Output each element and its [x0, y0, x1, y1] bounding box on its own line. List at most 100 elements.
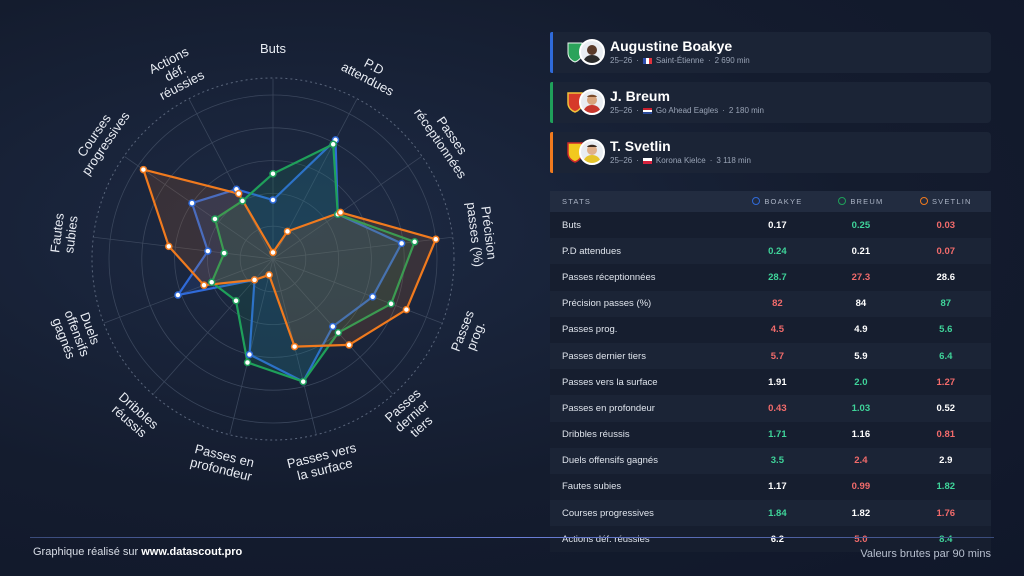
- data-point: [243, 358, 252, 367]
- stat-value: 2.4: [821, 447, 901, 474]
- stat-value: 87: [900, 290, 991, 317]
- data-point: [204, 247, 212, 255]
- stat-value: 0.24: [733, 238, 822, 265]
- stat-label: Passes réceptionnées: [550, 264, 734, 291]
- stat-value: 6.4: [900, 342, 991, 370]
- table-row: Passes prog. 4.5 4.9 5.6: [550, 316, 991, 343]
- player-name: J. Breum: [610, 88, 670, 104]
- data-point: [397, 239, 406, 248]
- radar-spoke: [188, 99, 274, 260]
- player-card-svetlin[interactable]: T. Svetlin 25–26 · Korona Kielce · 3 118 m…: [550, 132, 991, 173]
- stat-value: 4.9: [821, 316, 901, 343]
- netherlands-flag-icon: [642, 107, 652, 114]
- stats-header-boakye: BOAKYE: [733, 191, 822, 212]
- player-meta: 25–26 · Go Ahead Eagles · 2 180 min: [610, 106, 765, 115]
- axis-label-line: subies: [61, 214, 80, 254]
- series-breum-area: [210, 143, 416, 383]
- table-row: Duels offensifs gagnés 3.5 2.4 2.9: [550, 447, 991, 474]
- data-point: [174, 291, 182, 299]
- stat-value: 5.7: [733, 342, 822, 370]
- stat-label: Précision passes (%): [550, 290, 734, 317]
- data-point: [402, 305, 411, 314]
- stat-label: Passes prog.: [550, 316, 734, 343]
- axis-label: Actionsdéf.réussies: [144, 42, 207, 103]
- data-point: [188, 199, 196, 207]
- data-point: [269, 248, 277, 257]
- radar-spoke: [272, 156, 422, 260]
- axis-label: Passesréceptionnées: [411, 98, 482, 182]
- stat-value: 1.17: [733, 473, 822, 501]
- table-row: Dribbles réussis 1.71 1.16 0.81: [550, 421, 991, 448]
- stat-label: Buts: [550, 212, 734, 239]
- data-point: [410, 238, 419, 246]
- radar-spoke: [124, 156, 274, 260]
- axis-label: Dribblesréussis: [107, 389, 162, 443]
- data-point: [387, 300, 395, 308]
- stats-header-row: STATS BOAKYE BREUM SVETLIN: [550, 191, 991, 212]
- footer-site-link[interactable]: www.datascout.pro: [141, 546, 243, 558]
- france-flag-icon: [642, 57, 652, 64]
- stats-header-label: STATS: [550, 191, 734, 212]
- stat-value: 1.82: [821, 500, 901, 527]
- stat-label: Passes en profondeur: [550, 395, 734, 422]
- stat-label: Duels offensifs gagnés: [550, 447, 734, 474]
- stat-value: 1.76: [900, 500, 991, 527]
- axis-label: Passesprog.: [448, 308, 490, 359]
- stat-value: 1.16: [821, 421, 901, 448]
- series-svetlin-area: [142, 168, 437, 348]
- stat-value: 1.84: [733, 500, 822, 527]
- player-meta: 25–26 · Korona Kielce · 3 118 min: [610, 156, 751, 165]
- radar-spoke: [229, 258, 274, 435]
- axis-label: Passes enprofondeur: [189, 441, 258, 484]
- data-point: [265, 271, 273, 279]
- radar-spoke: [104, 258, 274, 324]
- stat-value: 0.17: [733, 212, 822, 239]
- stat-value: 4.5: [733, 316, 822, 343]
- table-row: Courses progressives 1.84 1.82 1.76: [550, 500, 991, 527]
- stat-value: 82: [733, 290, 822, 317]
- circle-icon: [838, 197, 847, 205]
- stat-value: 1.82: [900, 473, 991, 501]
- stat-value: 1.71: [733, 421, 822, 448]
- data-point: [238, 197, 247, 205]
- stat-value: 28.7: [733, 264, 822, 291]
- table-row: Fautes subies 1.17 0.99 1.82: [550, 473, 991, 501]
- data-point: [165, 242, 173, 251]
- stat-value: 5.0: [821, 526, 901, 553]
- stat-label: Actions déf. réussies: [550, 526, 734, 553]
- axis-label: Duelsoffensifsgagnés: [48, 303, 105, 364]
- player-card-breum[interactable]: J. Breum 25–26 · Go Ahead Eagles · 2 180 m…: [550, 82, 991, 123]
- data-point: [232, 296, 240, 305]
- stat-value: 5.6: [900, 316, 991, 343]
- data-point: [368, 293, 377, 301]
- stats-table: STATS BOAKYE BREUM SVETLIN Buts 0.17 0.25 0…: [550, 191, 991, 553]
- player-card-boakye[interactable]: Augustine Boakye 25–26 · Saint-Étienne · 2…: [550, 32, 991, 73]
- axis-label: Passes versla surface: [285, 440, 361, 485]
- data-point: [269, 196, 277, 204]
- table-row: Actions déf. réussies 6.2 5.0 8.4: [550, 526, 991, 553]
- table-row: Passes réceptionnées 28.7 27.3 28.6: [550, 264, 991, 291]
- circle-icon: [752, 197, 761, 205]
- player-name: Augustine Boakye: [610, 38, 733, 54]
- data-point: [345, 341, 353, 349]
- stat-value: 5.9: [821, 342, 901, 370]
- radar-spoke: [93, 236, 274, 260]
- data-point: [200, 281, 208, 289]
- player-avatar: [579, 39, 605, 65]
- poland-flag-icon: [642, 157, 652, 164]
- stat-value: 0.03: [900, 212, 991, 239]
- axis-label: Passesderniertiers: [382, 385, 443, 446]
- data-point: [250, 276, 259, 284]
- player-avatar: [579, 139, 605, 165]
- stat-value: 1.91: [733, 369, 822, 396]
- axis-label-line: Fautes: [47, 212, 67, 254]
- stat-label: Dribbles réussis: [550, 421, 734, 448]
- stat-value: 0.25: [821, 212, 901, 239]
- table-row: Passes dernier tiers 5.7 5.9 6.4: [550, 342, 991, 370]
- data-point: [329, 322, 337, 331]
- axis-label: Fautessubies: [47, 212, 81, 255]
- stat-label: Passes dernier tiers: [550, 342, 734, 370]
- table-row: Passes en profondeur 0.43 1.03 0.52: [550, 395, 991, 422]
- stat-value: 0.81: [900, 421, 991, 448]
